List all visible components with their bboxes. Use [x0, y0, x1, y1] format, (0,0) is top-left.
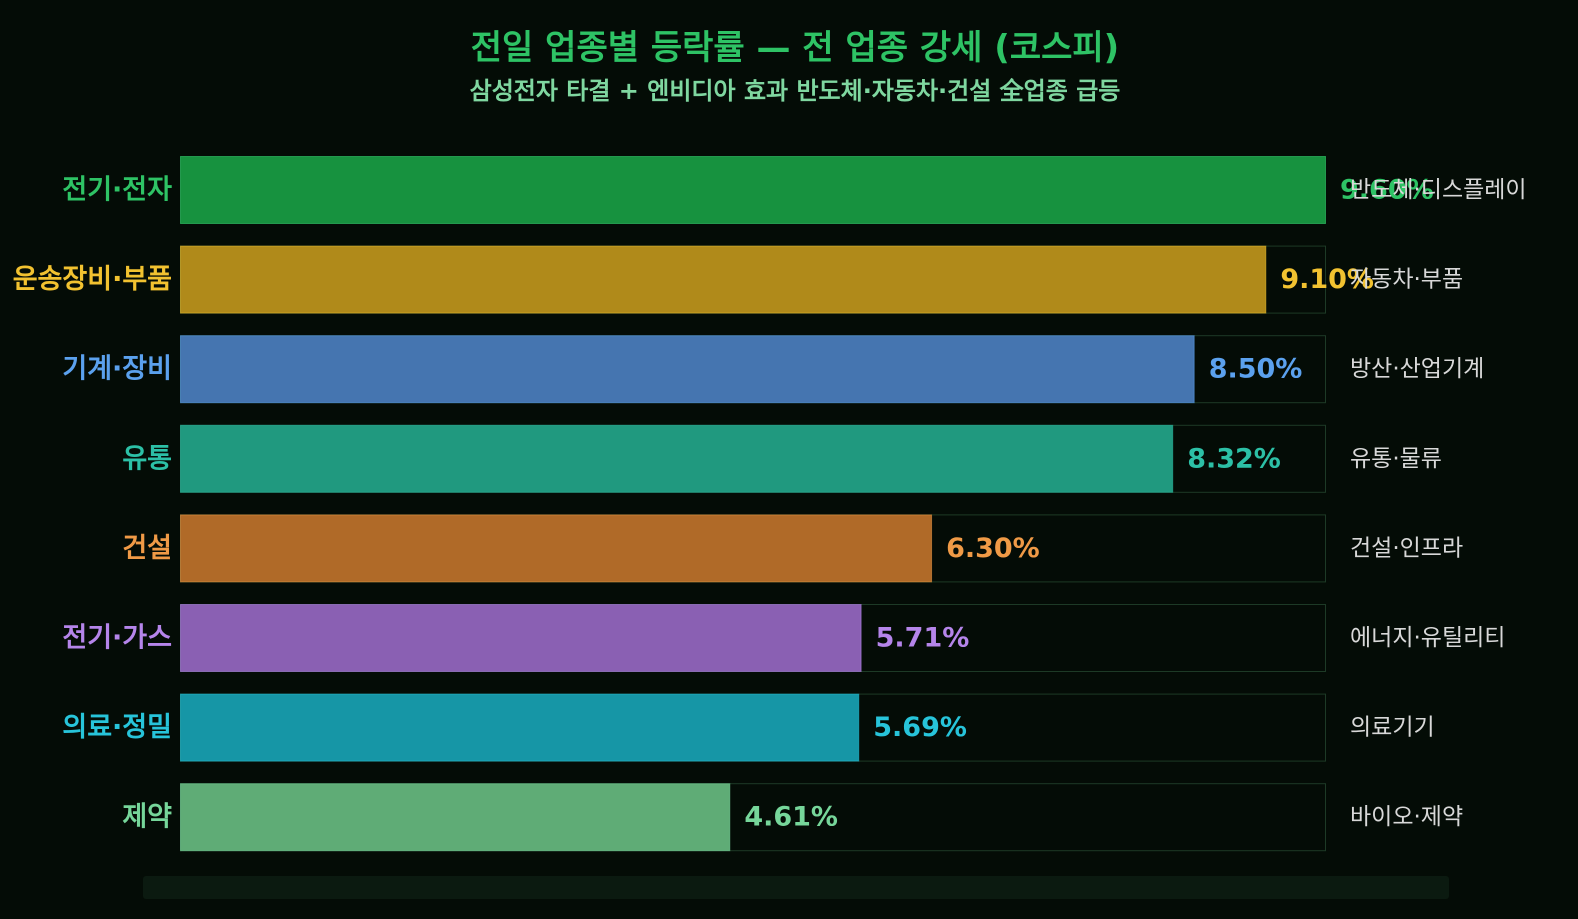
description-label: 의료기기	[1350, 715, 1435, 741]
value-label: 4.61%	[744, 802, 838, 833]
value-label: 9.10%	[1280, 264, 1374, 295]
chart-subtitle: 삼성전자 타결 + 엔비디아 효과 반도체·자동차·건설 全업종 급등	[469, 77, 1121, 105]
description-label: 방산·산업기계	[1350, 356, 1484, 382]
bottom-scroll-strip	[143, 876, 1449, 899]
bar	[180, 693, 860, 762]
category-label: 제약	[122, 802, 172, 833]
bar	[180, 604, 862, 672]
value-label: 5.71%	[876, 623, 970, 654]
value-label: 8.50%	[1209, 354, 1303, 385]
category-label: 유통	[122, 443, 172, 474]
description-label: 에너지·유틸리티	[1350, 625, 1505, 651]
description-label: 바이오·제약	[1350, 804, 1463, 830]
value-label: 6.30%	[946, 533, 1040, 564]
value-label: 9.60%	[1340, 175, 1434, 206]
category-label: 전기·가스	[62, 623, 172, 654]
category-label: 기계·장비	[62, 354, 172, 385]
description-label: 유통·물류	[1350, 446, 1442, 472]
bar	[180, 335, 1195, 404]
description-label: 자동차·부품	[1350, 267, 1463, 293]
category-label: 의료·정밀	[62, 712, 172, 743]
value-label: 5.69%	[873, 712, 967, 743]
description-label: 반도체·디스플레이	[1350, 177, 1527, 203]
bar	[180, 245, 1267, 314]
category-label: 운송장비·부품	[13, 264, 172, 295]
value-label: 8.32%	[1187, 443, 1281, 474]
description-label: 건설·인프라	[1350, 535, 1463, 561]
chart-title: 전일 업종별 등락률 — 전 업종 강세 (코스피)	[470, 28, 1120, 68]
category-label: 전기·전자	[62, 175, 172, 206]
bar	[180, 424, 1174, 493]
bar	[180, 783, 731, 852]
category-label: 건설	[122, 533, 172, 564]
bar	[180, 156, 1326, 224]
bar	[180, 514, 933, 583]
